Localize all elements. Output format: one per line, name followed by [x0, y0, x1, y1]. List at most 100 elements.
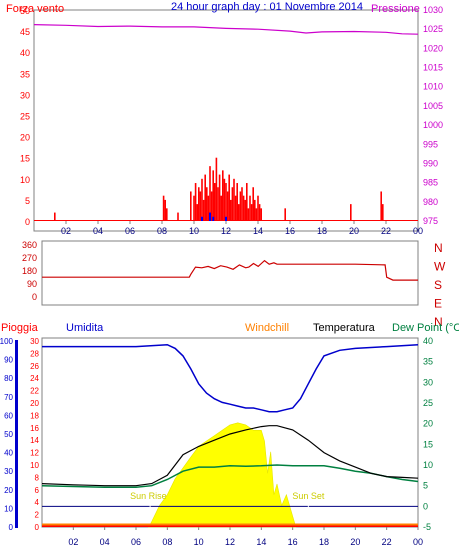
- direction-axis-tick-label: 90: [27, 279, 37, 289]
- x-axis-tick-label: 18: [317, 226, 327, 236]
- rain-axis-tick-label: 10: [30, 461, 39, 470]
- compass-label: W: [434, 260, 446, 274]
- humidity-axis-bar: [15, 340, 18, 528]
- dewpoint-label: Dew Point (°C: [392, 322, 459, 334]
- humidity-axis-tick-label: 50: [4, 430, 13, 439]
- x-axis-tick-label: 14: [253, 226, 263, 236]
- rain-axis-tick-label: 8: [35, 473, 40, 482]
- temperature-label: Temperatura: [313, 322, 376, 334]
- humidity-axis-tick-label: 10: [4, 504, 13, 513]
- direction-panel-frame: [41, 240, 419, 306]
- right-axis-tick-label: 980: [423, 197, 438, 207]
- rain-axis-tick-label: 26: [30, 362, 39, 371]
- chart-title: 24 hour graph day : 01 Novembre 2014: [171, 1, 363, 13]
- x-axis-tick-label: 10: [189, 226, 199, 236]
- temperature-axis-tick-label: 5: [423, 481, 428, 491]
- rain-label: Pioggia: [1, 322, 39, 334]
- x-axis-tick-label: 08: [157, 226, 167, 236]
- x-axis-tick-label: 20: [350, 537, 360, 547]
- compass-label: S: [434, 278, 442, 292]
- x-axis-tick-label: 04: [100, 537, 110, 547]
- right-axis-tick-label: 1005: [423, 101, 443, 111]
- left-axis-tick-label: 10: [20, 175, 30, 185]
- humidity-axis-tick-label: 40: [4, 449, 13, 458]
- x-axis-tick-label: 06: [131, 537, 141, 547]
- rain-axis-tick-label: 12: [30, 449, 39, 458]
- rain-axis-tick-label: 0: [35, 523, 40, 532]
- top-right-title: Pressione: [371, 3, 420, 15]
- temperature-axis-tick-label: 30: [423, 377, 433, 387]
- direction-axis-tick-label: 360: [22, 240, 37, 250]
- windchill-label: Windchill: [245, 322, 289, 334]
- x-axis-tick-label: 00: [413, 226, 423, 236]
- right-axis-tick-label: 1010: [423, 82, 443, 92]
- compass-label: N: [434, 241, 443, 255]
- temperature-axis-tick-label: 25: [423, 398, 433, 408]
- x-axis-tick-label: 12: [225, 537, 235, 547]
- x-axis-tick-label: 18: [319, 537, 329, 547]
- compass-label: E: [434, 297, 442, 311]
- humidity-axis-tick-label: 60: [4, 411, 13, 420]
- left-axis-tick-label: 45: [20, 27, 30, 37]
- pressure-series-line: [33, 24, 419, 35]
- temperature-axis-tick-label: -5: [423, 522, 431, 532]
- rain-axis-tick-label: 4: [35, 498, 40, 507]
- temperature-axis-tick-label: 20: [423, 419, 433, 429]
- humidity-axis-tick-label: 70: [4, 393, 13, 402]
- left-axis-tick-label: 25: [20, 112, 30, 122]
- x-axis-tick-label: 16: [288, 537, 298, 547]
- humidity-axis-tick-label: 30: [4, 467, 13, 476]
- top-panel: Forza vento 24 hour graph day : 01 Novem…: [6, 1, 443, 236]
- temperature-axis-tick-label: 40: [423, 336, 433, 346]
- direction-axis-tick-label: 180: [22, 266, 37, 276]
- humidity-label: Umidita: [66, 322, 104, 334]
- x-axis-tick-label: 06: [125, 226, 135, 236]
- rain-axis-tick-label: 14: [30, 436, 39, 445]
- x-axis-tick-label: 22: [382, 537, 392, 547]
- rain-axis-tick-label: 2: [35, 511, 40, 520]
- left-axis-tick-label: 35: [20, 69, 30, 79]
- humidity-axis-tick-label: 90: [4, 356, 13, 365]
- sunset-label: Sun Set: [292, 491, 325, 501]
- compass-label: N: [434, 315, 443, 329]
- temperature-axis-tick-label: 35: [423, 357, 433, 367]
- x-axis-tick-label: 22: [381, 226, 391, 236]
- right-axis-tick-label: 1030: [423, 5, 443, 15]
- rain-axis-tick-label: 22: [30, 387, 39, 396]
- left-axis-tick-label: 0: [25, 217, 30, 227]
- rain-axis-tick-label: 28: [30, 349, 39, 358]
- x-axis-tick-label: 02: [61, 226, 71, 236]
- bottom-panel: Pioggia Umidita Windchill Temperatura De…: [0, 322, 459, 547]
- right-axis-tick-label: 1025: [423, 24, 443, 34]
- humidity-axis-tick-label: 100: [0, 337, 14, 346]
- humidity-series-line: [42, 343, 419, 413]
- humidity-axis-tick-label: 20: [4, 486, 13, 495]
- x-axis-tick-label: 02: [68, 537, 78, 547]
- direction-axis-tick-label: 0: [32, 292, 37, 302]
- rain-axis-tick-label: 24: [30, 374, 39, 383]
- temperature-axis-tick-label: 15: [423, 439, 433, 449]
- x-axis-tick-label: 00: [413, 537, 423, 547]
- left-axis-tick-label: 50: [20, 6, 30, 16]
- solar-radiation-area: [147, 422, 297, 528]
- left-axis-tick-label: 30: [20, 90, 30, 100]
- right-axis-tick-label: 995: [423, 139, 438, 149]
- x-axis-tick-label: 08: [162, 537, 172, 547]
- left-axis-tick-label: 5: [25, 196, 30, 206]
- humidity-axis-tick-label: 80: [4, 374, 13, 383]
- right-axis-tick-label: 985: [423, 178, 438, 188]
- rain-axis-tick-label: 6: [35, 486, 40, 495]
- wind-direction-line: [42, 259, 418, 281]
- dewpoint-series-line: [41, 464, 419, 489]
- direction-axis-tick-label: 270: [22, 253, 37, 263]
- humidity-axis-tick-label: 0: [9, 523, 14, 532]
- rain-axis-tick-label: 16: [30, 424, 39, 433]
- left-axis-tick-label: 15: [20, 154, 30, 164]
- sunrise-label: Sun Rise: [130, 491, 167, 501]
- x-axis-tick-label: 16: [285, 226, 295, 236]
- right-axis-tick-label: 990: [423, 158, 438, 168]
- right-axis-tick-label: 1020: [423, 43, 443, 53]
- right-axis-tick-label: 1000: [423, 120, 443, 130]
- x-axis-tick-label: 12: [221, 226, 231, 236]
